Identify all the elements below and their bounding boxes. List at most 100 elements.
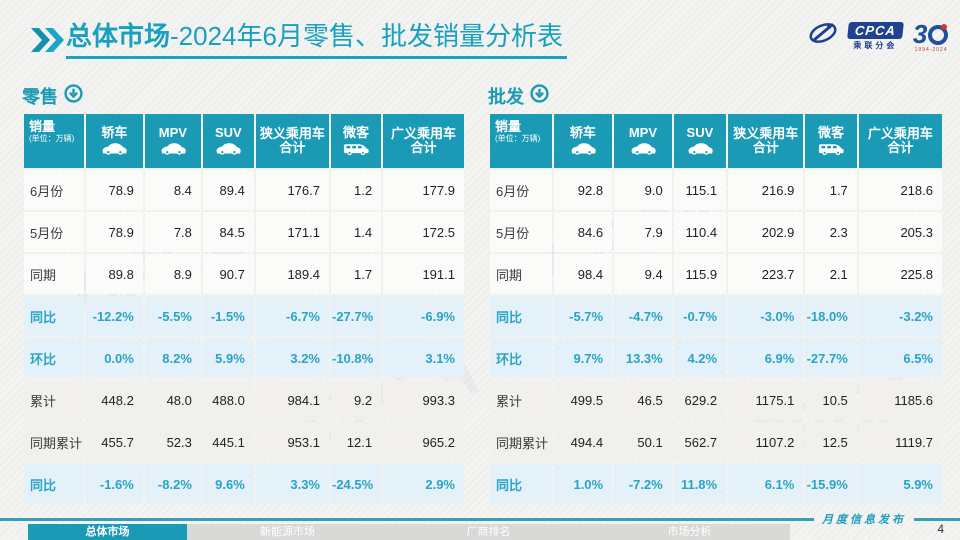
tab-overall-market[interactable]: 总体市场 <box>28 524 187 540</box>
table-cell: -4.7% <box>614 296 672 336</box>
header-row: 销量 (单位：万辆) 轿车 MPV SUV 狭义乘用车 合计 微客 广义乘用车 合计 <box>24 114 464 168</box>
car-icon <box>102 143 128 155</box>
col-header-suv: SUV <box>202 114 254 168</box>
wholesale-table: 销量 (单位：万辆) 轿车 MPV SUV 狭义乘用车 合计 微客 广义乘用车 合计 6月份 92.8… <box>488 112 944 506</box>
sales-table: 销量 (单位：万辆) 轿车 MPV SUV 狭义乘用车 合计 微客 广义乘用车 合计 6月份 78.9… <box>22 112 466 506</box>
table-cell: -10.8% <box>331 338 382 378</box>
col-header-label: 广义乘用车 合计 <box>391 126 457 155</box>
table-row: 累计 499.5 46.5 629.2 1175.1 10.5 1185.6 <box>490 380 942 420</box>
table-cell: -6.7% <box>255 296 329 336</box>
table-cell: -3.0% <box>728 296 804 336</box>
row-label: 同期累计 <box>490 422 552 462</box>
col-header-label: 狭义乘用车 合计 <box>733 126 799 155</box>
table-cell: 6.1% <box>728 464 804 504</box>
anniversary-zero-icon <box>928 23 949 45</box>
col-header-label: 轿车 <box>101 125 128 140</box>
footer-line-left <box>0 517 814 521</box>
col-header-sales-unit: 销量 (单位：万辆) <box>24 114 84 168</box>
table-cell: 455.7 <box>85 422 143 462</box>
table-cell: 11.8% <box>673 464 727 504</box>
table-cell: 629.2 <box>673 380 727 420</box>
row-label: 同期 <box>490 254 552 294</box>
table-cell: -5.7% <box>553 296 613 336</box>
col-header-microvan: 微客 <box>331 114 382 168</box>
table-cell: -0.7% <box>673 296 727 336</box>
table-cell: 92.8 <box>553 170 613 210</box>
table-cell: 89.8 <box>85 254 143 294</box>
table-cell: 3.2% <box>255 338 329 378</box>
table-cell: 562.7 <box>673 422 727 462</box>
car-icon <box>161 143 186 155</box>
table-cell: 494.4 <box>553 422 613 462</box>
table-cell: 176.7 <box>255 170 329 210</box>
table-cell: 115.1 <box>673 170 727 210</box>
table-cell: 223.7 <box>728 254 804 294</box>
table-row: 同期累计 455.7 52.3 445.1 953.1 12.1 965.2 <box>24 422 464 462</box>
row-label: 环比 <box>490 338 552 378</box>
table-row: 6月份 92.8 9.0 115.1 216.9 1.7 218.6 <box>490 170 942 210</box>
table-cell: 1.7 <box>331 254 382 294</box>
sales-table: 销量 (单位：万辆) 轿车 MPV SUV 狭义乘用车 合计 微客 广义乘用车 合计 6月份 92.8… <box>488 112 944 506</box>
cpca-swoosh-icon <box>808 20 838 53</box>
down-arrow-circle-icon <box>64 84 83 108</box>
table-row: 同比 1.0% -7.2% 11.8% 6.1% -15.9% 5.9% <box>490 464 942 504</box>
table-cell: 993.3 <box>383 380 464 420</box>
table-cell: 115.9 <box>673 254 727 294</box>
row-label: 5月份 <box>24 212 84 252</box>
row-label: 6月份 <box>490 170 552 210</box>
cpca-name: 乘联分会 <box>853 41 898 50</box>
row-label: 环比 <box>24 338 84 378</box>
table-cell: 89.4 <box>202 170 254 210</box>
table-row: 6月份 78.9 8.4 89.4 176.7 1.2 177.9 <box>24 170 464 210</box>
tab-nev-market[interactable]: 新能源市场 <box>187 524 388 540</box>
page-title-emphasis: 总体市场 <box>66 21 171 51</box>
page-number: 4 <box>937 522 944 536</box>
table-cell: 191.1 <box>383 254 464 294</box>
table-cell: -5.5% <box>144 296 201 336</box>
table-cell: 98.4 <box>553 254 613 294</box>
table-row: 累计 448.2 48.0 488.0 984.1 9.2 993.3 <box>24 380 464 420</box>
col-header-label: MPV <box>628 125 657 140</box>
van-icon <box>818 144 844 156</box>
table-cell: 445.1 <box>202 422 254 462</box>
col-header-broad-pv-total: 广义乘用车 合计 <box>383 114 464 168</box>
retail-section-header: 零售 <box>22 84 466 108</box>
row-label: 同比 <box>24 464 84 504</box>
row-label: 累计 <box>24 380 84 420</box>
table-row: 5月份 84.6 7.9 110.4 202.9 2.3 205.3 <box>490 212 942 252</box>
col-header-narrow-pv-total: 狭义乘用车 合计 <box>728 114 804 168</box>
table-cell: 90.7 <box>202 254 254 294</box>
anniversary-30-logo: 3 1994-2024 <box>913 21 949 53</box>
table-cell: 1107.2 <box>728 422 804 462</box>
table-cell: 171.1 <box>255 212 329 252</box>
car-icon <box>571 143 596 155</box>
retail-table: 销量 (单位：万辆) 轿车 MPV SUV 狭义乘用车 合计 微客 广义乘用车 合计 6月份 78.9… <box>22 112 466 506</box>
col-header-sedan: 轿车 <box>85 114 143 168</box>
tab-oem-ranking[interactable]: 厂商排名 <box>388 524 589 540</box>
table-cell: 172.5 <box>383 212 464 252</box>
footer-rule: 月度信息发布 <box>0 512 960 526</box>
col-header-suv: SUV <box>673 114 727 168</box>
table-cell: 205.3 <box>858 212 942 252</box>
tab-market-analysis[interactable]: 市场分析 <box>589 524 790 540</box>
table-cell: 1.2 <box>331 170 382 210</box>
cpca-logo: CPCA 乘联分会 <box>847 22 904 51</box>
table-cell: 9.6% <box>202 464 254 504</box>
row-label: 同期累计 <box>24 422 84 462</box>
corner-title: 销量 <box>495 119 522 134</box>
car-icon <box>688 143 713 155</box>
corner-unit-note: (单位：万辆) <box>29 134 75 143</box>
corner-unit-note: (单位：万辆) <box>495 134 541 143</box>
table-row: 环比 9.7% 13.3% 4.2% 6.9% -27.7% 6.5% <box>490 338 942 378</box>
anniversary-number: 3 <box>912 18 928 49</box>
table-cell: 9.7% <box>553 338 613 378</box>
table-cell: 5.9% <box>858 464 942 504</box>
anniversary-years: 1994-2024 <box>914 46 948 53</box>
table-cell: 8.4 <box>144 170 201 210</box>
col-header-broad-pv-total: 广义乘用车 合计 <box>858 114 942 168</box>
table-cell: -12.2% <box>85 296 143 336</box>
table-cell: 953.1 <box>255 422 329 462</box>
table-cell: 984.1 <box>255 380 329 420</box>
col-header-label: SUV <box>214 125 242 140</box>
table-cell: 46.5 <box>614 380 672 420</box>
